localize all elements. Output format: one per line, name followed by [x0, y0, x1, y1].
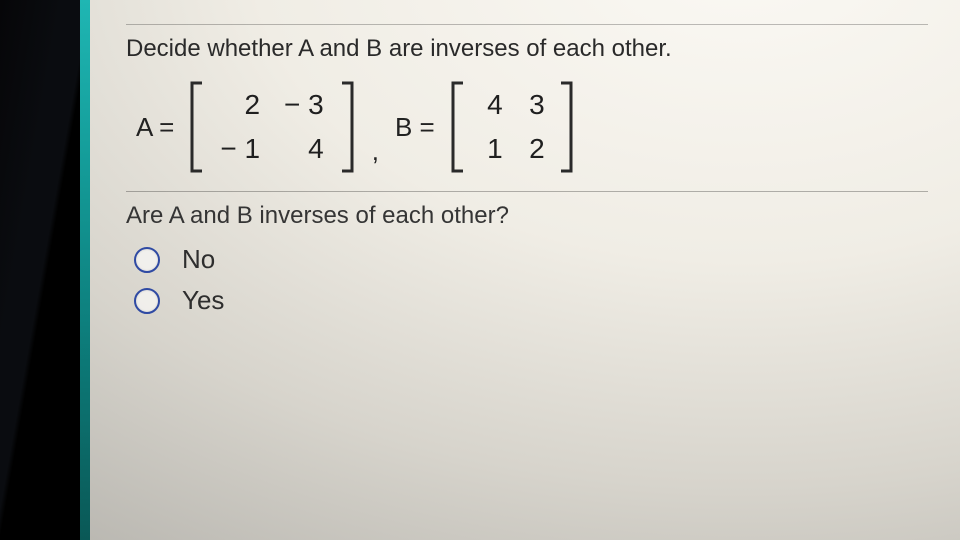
question-prompt: Decide whether A and B are inverses of e…: [126, 35, 928, 63]
matrix-a-label: A =: [136, 112, 174, 143]
option-label: Yes: [182, 285, 224, 316]
divider-mid: [126, 191, 928, 192]
radio-icon[interactable]: [134, 288, 160, 314]
matrix-b-cell-0-1: 3: [521, 91, 545, 119]
matrix-a-cell-0-0: 2: [220, 91, 260, 119]
question-card: Decide whether A and B are inverses of e…: [90, 0, 960, 540]
divider-top: [126, 24, 928, 25]
option-label: No: [182, 244, 215, 275]
window-accent-stripe: [80, 0, 90, 540]
matrix-a-cell-1-1: 4: [284, 135, 324, 163]
matrix-separator: ,: [370, 136, 381, 173]
matrix-a: 2 − 3 − 1 4: [188, 81, 355, 173]
left-bracket-icon: [188, 81, 204, 173]
matrix-b: 4 3 1 2: [449, 81, 575, 173]
option-no[interactable]: No: [134, 244, 928, 275]
right-bracket-icon: [340, 81, 356, 173]
right-bracket-icon: [559, 81, 575, 173]
matrix-a-cell-1-0: − 1: [220, 135, 260, 163]
matrix-b-grid: 4 3 1 2: [465, 81, 559, 173]
matrix-a-cell-0-1: − 3: [284, 91, 324, 119]
matrix-b-cell-1-0: 1: [479, 135, 503, 163]
option-yes[interactable]: Yes: [134, 285, 928, 316]
matrix-expression-row: A = 2 − 3 − 1 4 , B =: [136, 81, 928, 173]
matrix-b-cell-0-0: 4: [479, 91, 503, 119]
answer-options: No Yes: [134, 244, 928, 316]
sub-question-prompt: Are A and B inverses of each other?: [126, 202, 928, 230]
left-bracket-icon: [449, 81, 465, 173]
radio-icon[interactable]: [134, 247, 160, 273]
matrix-b-label: B =: [395, 112, 435, 143]
matrix-b-cell-1-1: 2: [521, 135, 545, 163]
matrix-a-grid: 2 − 3 − 1 4: [204, 81, 339, 173]
